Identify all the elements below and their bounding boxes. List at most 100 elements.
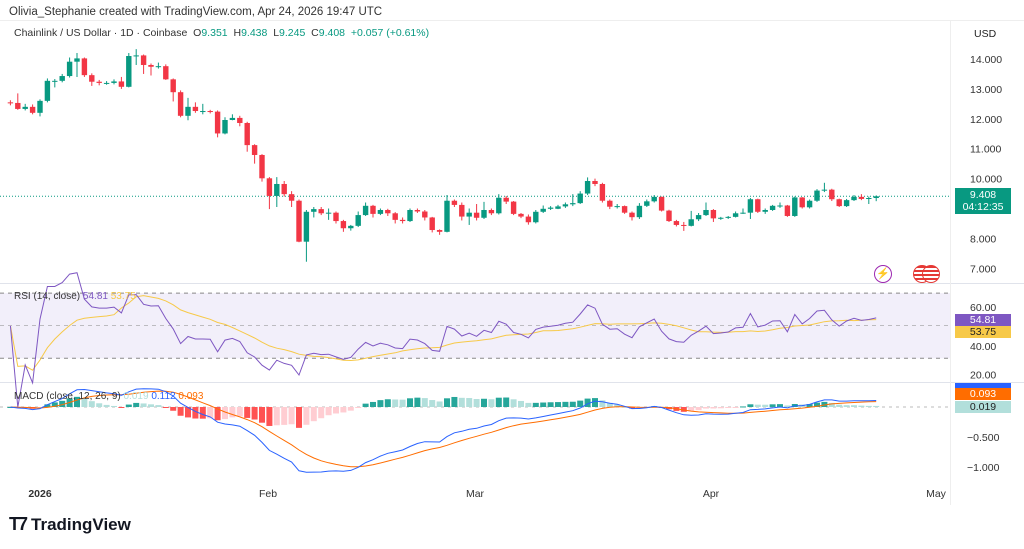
candle-body (740, 212, 746, 214)
macd-histogram-bar (310, 407, 317, 422)
candle-body (695, 215, 702, 220)
macd-histogram-bar (214, 407, 221, 421)
candle-body (274, 183, 280, 196)
candle-body (22, 106, 28, 109)
time-tick-label: Apr (703, 488, 720, 500)
time-tick-label: May (926, 488, 947, 500)
macd-histogram-bar (532, 402, 539, 407)
macd-histogram-bar (88, 401, 95, 407)
macd-histogram-bar (599, 400, 606, 407)
candle-body (451, 200, 458, 205)
macd-tick-label: −1.000 (967, 462, 1000, 474)
candle-body (829, 189, 835, 200)
macd-histogram-bar (155, 405, 162, 407)
macd-hist-value: 0.019 (123, 391, 149, 402)
candle-body (311, 209, 317, 212)
macd-histogram-bar (103, 404, 110, 407)
candle-body (325, 212, 332, 214)
candle-body (177, 92, 184, 116)
candle-body (74, 58, 80, 62)
us-flag-icon[interactable] (922, 265, 940, 283)
candle-body (755, 199, 761, 212)
macd-histogram-bar (421, 398, 428, 407)
candle-body (222, 119, 228, 134)
bar-countdown: 04:12:35 (962, 201, 1004, 213)
candle-body (185, 106, 191, 116)
candle-body (688, 219, 694, 226)
macd-histogram-bar (762, 404, 769, 407)
high-value: 9.438 (241, 27, 268, 39)
macd-histogram-bar (74, 396, 80, 407)
macd-axis-label (955, 383, 1011, 388)
macd-histogram-bar (333, 407, 339, 414)
candle-body (481, 209, 487, 218)
candle-body (473, 212, 480, 218)
macd-histogram-bar (407, 398, 413, 407)
last-price-label: 9.408 04:12:35 (955, 188, 1011, 214)
candle-body (614, 206, 620, 208)
lightning-icon[interactable]: ⚡ (874, 265, 892, 283)
macd-histogram-bar (525, 402, 532, 407)
candle-body (163, 66, 169, 80)
candle-body (488, 209, 495, 214)
candle-body (503, 197, 509, 202)
candle-body (111, 81, 117, 83)
candle-body (333, 212, 339, 222)
macd-histogram-bar (836, 404, 843, 407)
macd-histogram-bar (125, 404, 132, 407)
macd-histogram-bar (710, 407, 717, 409)
macd-histogram-bar (370, 401, 376, 407)
macd-histogram-bar (814, 402, 820, 407)
macd-histogram-bar (621, 406, 628, 408)
candle-body (466, 212, 472, 217)
macd-histogram-bar (244, 407, 251, 418)
candle-body (510, 201, 517, 214)
macd-histogram-bar (399, 399, 406, 407)
time-tick-label: Feb (259, 488, 277, 500)
candle-body (362, 205, 369, 216)
macd-histogram-bar (162, 407, 169, 408)
candle-body (873, 196, 879, 199)
macd-histogram-bar (44, 404, 51, 407)
macd-histogram-bar (458, 397, 465, 407)
candle-body (140, 55, 147, 65)
price-tick-label: 10.000 (970, 174, 1002, 186)
macd-histogram-bar (362, 403, 369, 407)
candle-body (436, 230, 443, 232)
macd-histogram-bar (747, 404, 754, 407)
candle-body (621, 206, 628, 213)
candle-body (836, 199, 842, 207)
candle-body (207, 111, 213, 113)
candle-body (769, 205, 776, 210)
rsi-tick-label: 20.00 (970, 370, 996, 382)
candle-body (259, 154, 265, 179)
candle-body (681, 224, 687, 226)
macd-histogram-bar (851, 405, 857, 407)
macd-histogram-bar (806, 404, 813, 407)
macd-histogram-bar (251, 407, 258, 420)
candle-body (407, 209, 413, 222)
macd-histogram-bar (562, 401, 569, 407)
macd-histogram-bar (769, 404, 776, 407)
rsi-legend: RSI (14, close) 54.81 53.75 (14, 291, 136, 302)
macd-histogram-bar (828, 402, 835, 407)
pane-separator (0, 382, 1024, 383)
macd-histogram-bar (384, 399, 391, 407)
macd-histogram-bar (518, 400, 524, 407)
macd-histogram-bar (318, 407, 325, 419)
candle-body (103, 82, 110, 84)
macd-histogram-bar (688, 407, 695, 412)
candle-body (392, 213, 398, 220)
macd-histogram-bar (510, 399, 517, 407)
macd-histogram-bar (118, 407, 125, 408)
candle-body (170, 79, 176, 93)
macd-histogram-bar (222, 407, 228, 420)
macd-histogram-bar (229, 407, 236, 418)
candle-body (355, 215, 361, 226)
macd-histogram-bar (140, 403, 147, 407)
macd-histogram-bar (259, 407, 265, 423)
macd-histogram-bar (821, 401, 828, 407)
candle-body (525, 216, 532, 223)
